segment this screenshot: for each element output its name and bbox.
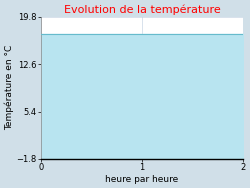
Title: Evolution de la température: Evolution de la température (64, 4, 220, 15)
Y-axis label: Température en °C: Température en °C (4, 45, 14, 130)
X-axis label: heure par heure: heure par heure (106, 175, 179, 184)
